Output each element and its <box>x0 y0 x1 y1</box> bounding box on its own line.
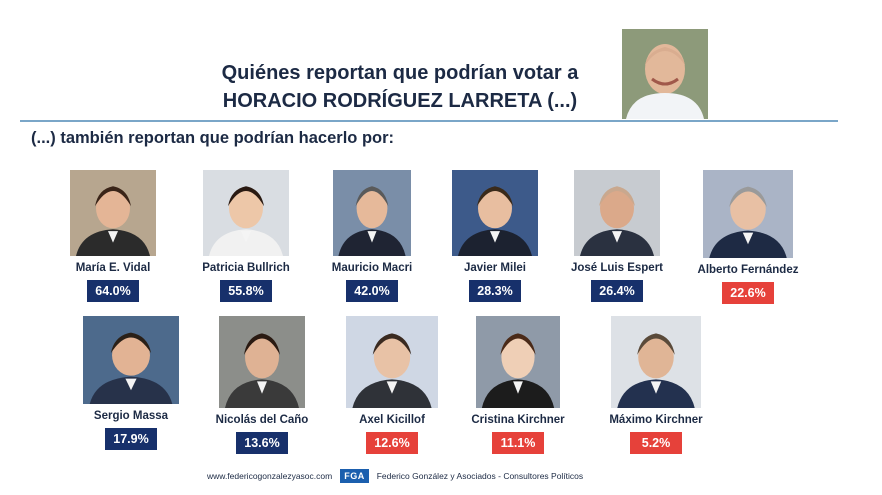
candidate-photo <box>219 316 305 408</box>
fga-logo: FGA <box>340 469 369 483</box>
candidate-photo <box>346 316 438 408</box>
candidate-photo <box>476 316 560 408</box>
percentage-badge: 11.1% <box>492 432 544 454</box>
candidate-photo <box>611 316 701 408</box>
subtitle: (...) también reportan que podrían hacer… <box>31 129 395 147</box>
header-divider <box>20 120 838 122</box>
candidate-name: José Luis Espert <box>570 262 664 274</box>
candidate-photo <box>452 170 538 256</box>
candidate-name: Axel Kicillof <box>359 414 425 426</box>
percentage-badge: 12.6% <box>366 432 418 454</box>
percentage-badge: 22.6% <box>722 282 774 304</box>
candidate-name: Máximo Kirchner <box>609 414 703 426</box>
candidate-photo <box>203 170 289 256</box>
candidate-card: Nicolás del Caño 13.6% <box>197 316 327 454</box>
footer-company: Federico González y Asociados - Consulto… <box>376 471 584 481</box>
percentage-badge: 5.2% <box>630 432 682 454</box>
candidate-name: Sergio Massa <box>93 410 169 422</box>
percentage-badge: 26.4% <box>591 280 643 302</box>
candidate-card: Patricia Bullrich 55.8% <box>181 170 311 302</box>
candidate-card: Javier Milei 28.3% <box>430 170 560 302</box>
footer-website[interactable]: www.federicogonzalezyasoc.com <box>207 471 333 481</box>
candidate-name: Patricia Bullrich <box>202 262 290 274</box>
larreta-photo <box>622 29 708 119</box>
candidate-name: Cristina Kirchner <box>471 414 565 426</box>
candidate-name: Mauricio Macri <box>331 262 413 274</box>
candidate-photo <box>703 170 793 258</box>
title-block: Quiénes reportan que podrían votar a HOR… <box>150 60 650 114</box>
percentage-badge: 13.6% <box>236 432 288 454</box>
percentage-badge: 64.0% <box>87 280 139 302</box>
candidate-card: Cristina Kirchner 11.1% <box>453 316 583 454</box>
page-title-line1: Quiénes reportan que podrían votar a <box>221 62 579 84</box>
candidate-card: Mauricio Macri 42.0% <box>307 170 437 302</box>
percentage-badge: 28.3% <box>469 280 521 302</box>
percentage-badge: 17.9% <box>105 428 157 450</box>
candidate-name: Nicolás del Caño <box>215 414 309 426</box>
candidate-card: María E. Vidal 64.0% <box>48 170 178 302</box>
candidate-photo <box>574 170 660 256</box>
percentage-badge: 42.0% <box>346 280 398 302</box>
candidate-name: Javier Milei <box>463 262 526 274</box>
candidate-photo <box>70 170 156 256</box>
candidate-card: Máximo Kirchner 5.2% <box>591 316 721 454</box>
candidate-card: Axel Kicillof 12.6% <box>327 316 457 454</box>
candidate-name: María E. Vidal <box>75 262 151 274</box>
candidate-name: Alberto Fernández <box>697 264 799 276</box>
candidate-photo <box>333 170 411 256</box>
candidate-card: Sergio Massa 17.9% <box>66 316 196 450</box>
footer: www.federicogonzalezyasoc.com FGA Federi… <box>207 468 583 484</box>
candidate-photo <box>83 316 179 404</box>
candidate-card: Alberto Fernández 22.6% <box>683 170 813 304</box>
percentage-badge: 55.8% <box>220 280 272 302</box>
page-title-line2: HORACIO RODRÍGUEZ LARRETA (...) <box>222 90 578 112</box>
candidate-card: José Luis Espert 26.4% <box>552 170 682 302</box>
